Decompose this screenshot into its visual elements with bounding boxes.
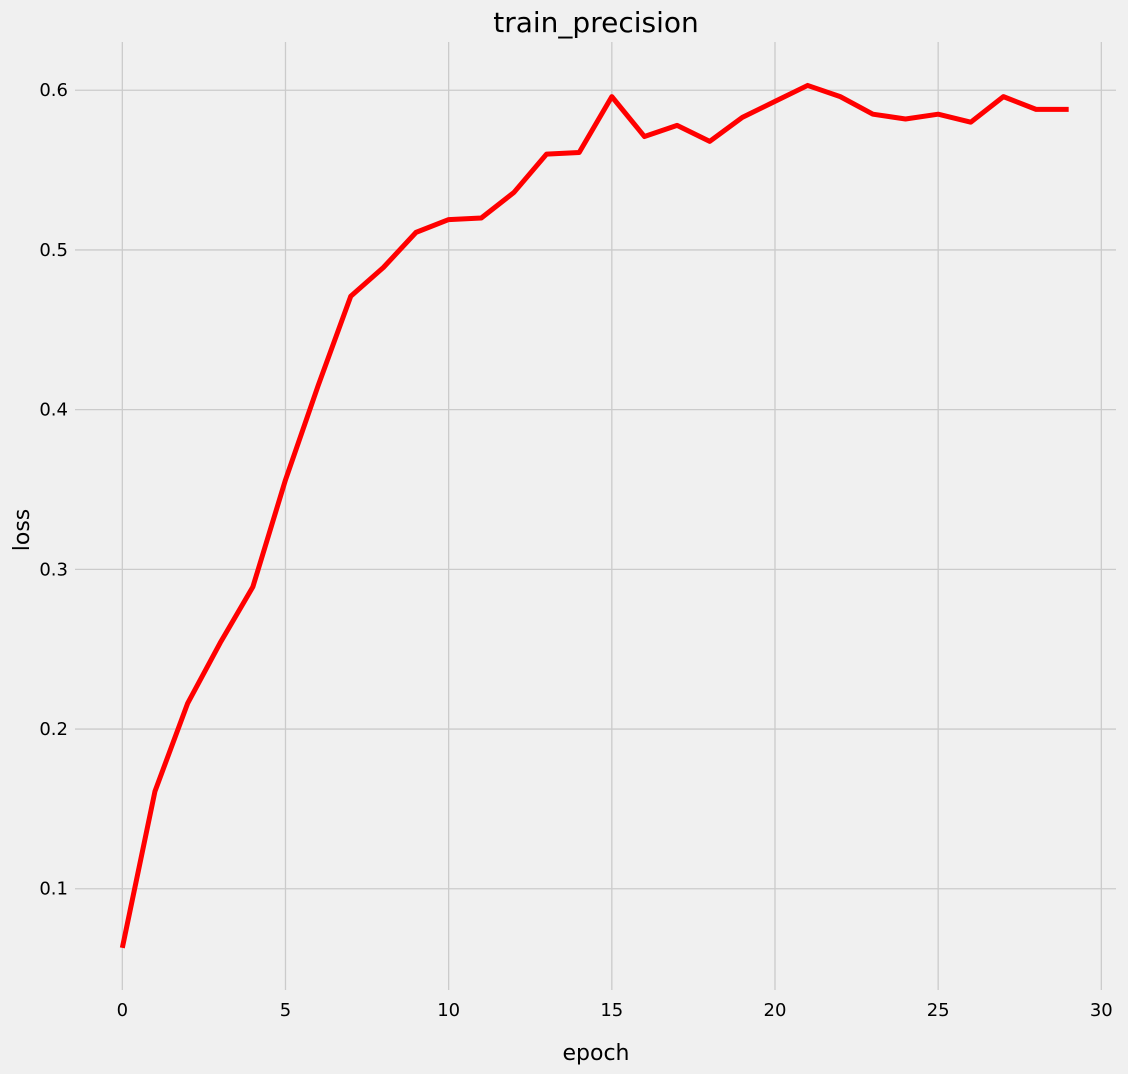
x-tick-label: 30: [1090, 1000, 1113, 1021]
series-group: [119, 82, 1069, 949]
y-tick-label: 0.2: [39, 719, 68, 740]
y-tick-label: 0.4: [39, 400, 68, 421]
x-tick-labels: 0 5 10 15 20 25 30: [117, 1000, 1113, 1021]
y-tick-label: 0.6: [39, 80, 68, 101]
x-tick-label: 25: [927, 1000, 950, 1021]
grid: [75, 42, 1116, 990]
x-tick-label: 20: [764, 1000, 787, 1021]
x-tick-label: 10: [437, 1000, 460, 1021]
y-tick-label: 0.3: [39, 559, 68, 580]
x-tick-label: 5: [280, 1000, 291, 1021]
y-tick-label: 0.1: [39, 879, 68, 900]
chart-title: train_precision: [493, 6, 699, 39]
y-tick-label: 0.5: [39, 240, 68, 261]
y-tick-labels: 0.1 0.2 0.3 0.4 0.5 0.6: [39, 80, 68, 900]
x-axis-label: epoch: [563, 1041, 630, 1066]
series-line: [119, 82, 1069, 949]
x-tick-label: 15: [600, 1000, 623, 1021]
y-axis-label: loss: [10, 509, 35, 552]
x-tick-label: 0: [117, 1000, 128, 1021]
